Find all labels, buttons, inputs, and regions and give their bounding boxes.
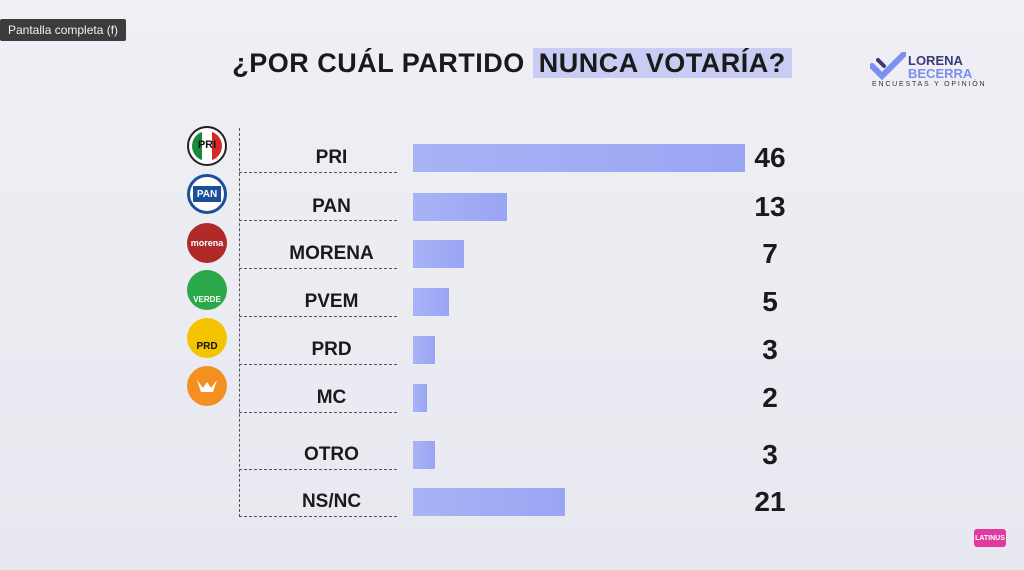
title-highlight: NUNCA VOTARÍA? xyxy=(532,48,792,78)
fullscreen-tooltip: Pantalla completa (f) xyxy=(0,19,127,41)
mc-bird-icon xyxy=(197,380,217,392)
value-label: 13 xyxy=(754,191,786,222)
latinus-watermark: LATINUS xyxy=(974,529,1006,547)
brand-name-line2: BECERRA xyxy=(908,66,973,81)
category-label: MC xyxy=(316,387,347,408)
verde-logo-icon: VERDE xyxy=(187,270,227,310)
row-separator xyxy=(239,172,397,173)
value-label: 46 xyxy=(754,142,786,173)
value-label: 2 xyxy=(762,382,778,413)
brand-tagline: ENCUESTAS Y OPINIÓN xyxy=(872,81,987,88)
pri-logo-icon: PRI xyxy=(187,126,227,166)
title-prefix: ¿POR CUÁL PARTIDO xyxy=(232,48,525,78)
brand-name-line1: LORENA xyxy=(908,53,963,68)
category-label: NS/NC xyxy=(301,491,362,512)
bar xyxy=(413,144,745,172)
morena-logo-icon: morena xyxy=(187,223,227,263)
category-label: PVEM xyxy=(304,291,359,312)
value-label: 7 xyxy=(762,238,778,269)
category-label: PRD xyxy=(311,339,352,360)
category-label: MORENA xyxy=(289,243,374,264)
category-label: PRI xyxy=(315,147,348,168)
bar xyxy=(413,288,449,316)
value-label: 3 xyxy=(762,439,778,470)
row-separator xyxy=(239,516,397,517)
prd-logo-icon: PRD xyxy=(187,318,227,358)
value-label: 5 xyxy=(762,286,778,317)
category-label: PAN xyxy=(312,196,351,217)
bar xyxy=(413,336,435,364)
category-axis-line xyxy=(239,128,240,517)
bar xyxy=(413,488,565,516)
bar xyxy=(413,193,507,221)
row-separator xyxy=(239,469,397,470)
value-label: 3 xyxy=(762,334,778,365)
row-separator xyxy=(239,268,397,269)
bar xyxy=(413,384,427,412)
row-separator xyxy=(239,412,397,413)
value-label: 21 xyxy=(754,486,786,517)
bar xyxy=(413,441,435,469)
chart-title: ¿POR CUÁL PARTIDO NUNCA VOTARÍA? xyxy=(0,48,1024,79)
row-separator xyxy=(239,316,397,317)
row-separator xyxy=(239,364,397,365)
bar xyxy=(413,240,464,268)
pan-logo-icon: PAN xyxy=(187,174,227,214)
brand-logo: LORENA BECERRA ENCUESTAS Y OPINIÓN xyxy=(868,50,988,90)
brand-check-icon xyxy=(870,52,906,80)
row-separator xyxy=(239,220,397,221)
mc-logo-icon xyxy=(187,366,227,406)
category-label: OTRO xyxy=(304,444,359,465)
